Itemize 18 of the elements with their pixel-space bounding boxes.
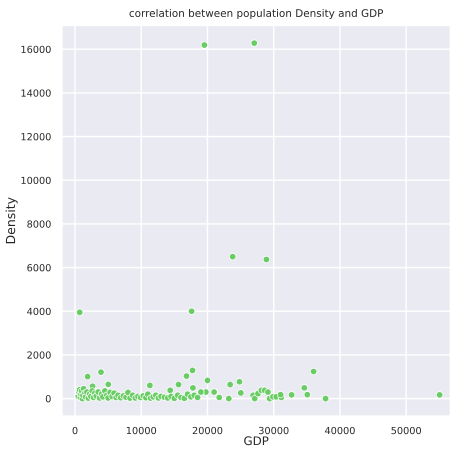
y-tick-label: 10000 (22, 176, 51, 184)
y-tick-label: 14000 (22, 89, 51, 97)
y-tick-label: 6000 (27, 264, 51, 272)
x-tick-label: 40000 (324, 426, 355, 434)
x-tick-label: 0 (72, 426, 78, 434)
y-axis-title: Density (6, 197, 18, 244)
y-tick-label: 4000 (27, 308, 51, 316)
x-tick-label: 30000 (258, 426, 289, 434)
x-tick-label: 10000 (126, 426, 156, 434)
chart-title: correlation between population Density and GDP (129, 8, 384, 20)
x-tick-label: 50000 (391, 426, 421, 434)
y-tick-label: 16000 (22, 46, 51, 54)
x-axis-title: GDP (244, 436, 268, 446)
y-tick-label: 12000 (22, 133, 51, 140)
x-tick-label: 20000 (192, 426, 222, 434)
y-tick-label: 2000 (27, 351, 51, 359)
y-tick-label: 8000 (27, 220, 51, 228)
y-tick-label: 0 (46, 395, 51, 402)
